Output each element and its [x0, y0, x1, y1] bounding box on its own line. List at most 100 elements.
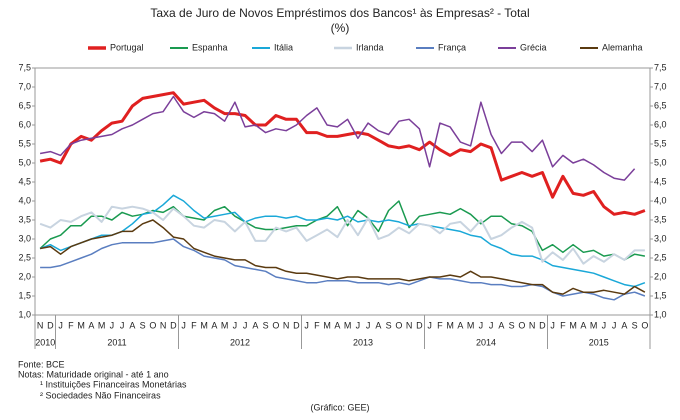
x-tick-label: D	[416, 320, 423, 330]
y2-tick-label: 7,5	[654, 62, 667, 72]
x-tick-label: A	[88, 320, 94, 330]
y-tick-label: 4,5	[18, 176, 31, 186]
x-tick-label: J	[366, 320, 371, 330]
x-tick-label: D	[170, 320, 177, 330]
y2-tick-label: 4,0	[654, 195, 667, 205]
year-label: 2012	[230, 337, 250, 347]
x-tick-label: S	[263, 320, 269, 330]
x-tick-label: A	[621, 320, 627, 330]
y-tick-label: 3,0	[18, 233, 31, 243]
x-tick-label: S	[386, 320, 392, 330]
legend-label: Portugal	[110, 42, 144, 52]
x-tick-label: J	[489, 320, 494, 330]
y2-tick-label: 1,5	[654, 290, 667, 300]
series-line	[39, 205, 645, 265]
y2-tick-label: 6,0	[654, 119, 667, 129]
x-tick-label: N	[529, 320, 536, 330]
x-tick-label: J	[120, 320, 125, 330]
x-tick-label: M	[467, 320, 475, 330]
x-tick-label: F	[68, 320, 74, 330]
x-tick-label: N	[160, 320, 167, 330]
y2-tick-label: 2,5	[654, 252, 667, 262]
x-tick-label: A	[498, 320, 504, 330]
series-line	[39, 95, 636, 181]
year-label: 2013	[353, 337, 373, 347]
chart-title: Taxa de Juro de Novos Empréstimos dos Ba…	[150, 6, 529, 20]
x-tick-label: J	[356, 320, 361, 330]
x-tick-label: M	[200, 320, 208, 330]
x-tick-label: J	[427, 320, 432, 330]
x-tick-label: D	[539, 320, 546, 330]
x-tick-label: J	[550, 320, 555, 330]
x-tick-label: S	[632, 320, 638, 330]
x-tick-label: J	[612, 320, 617, 330]
x-tick-label: M	[77, 320, 85, 330]
chart-subtitle: (%)	[331, 21, 350, 35]
series-line	[39, 91, 646, 216]
legend-label: Grécia	[520, 42, 547, 52]
legend-label: Itália	[274, 42, 293, 52]
series-line	[39, 219, 646, 295]
x-tick-label: N	[37, 320, 44, 330]
y-tick-label: 6,0	[18, 119, 31, 129]
y2-tick-label: 3,5	[654, 214, 667, 224]
series-line	[39, 194, 646, 288]
y-tick-label: 1,0	[18, 309, 31, 319]
y-tick-label: 7,0	[18, 81, 31, 91]
y2-tick-label: 1,0	[654, 309, 667, 319]
series-line	[40, 238, 646, 301]
x-tick-label: A	[129, 320, 135, 330]
y2-tick-label: 7,0	[654, 81, 667, 91]
note: ² Sociedades Não Financeiras	[40, 390, 161, 400]
y-tick-label: 1,5	[18, 290, 31, 300]
x-tick-label: J	[58, 320, 63, 330]
legend-label: Espanha	[192, 42, 228, 52]
note: Notas: Maturidade original - até 1 ano	[18, 369, 169, 379]
note: Fonte: BCE	[18, 359, 65, 369]
x-tick-label: D	[293, 320, 300, 330]
x-tick-label: A	[457, 320, 463, 330]
x-tick-label: O	[272, 320, 279, 330]
year-label: 2015	[589, 337, 609, 347]
year-label: 2011	[107, 337, 126, 347]
x-tick-label: J	[602, 320, 607, 330]
y2-tick-label: 5,5	[654, 138, 667, 148]
x-tick-label: A	[252, 320, 258, 330]
year-label: 2010	[35, 337, 55, 347]
x-tick-label: M	[569, 320, 577, 330]
x-tick-label: F	[437, 320, 443, 330]
y2-tick-label: 6,5	[654, 100, 667, 110]
y2-tick-label: 4,5	[654, 176, 667, 186]
x-tick-label: F	[191, 320, 197, 330]
x-tick-label: O	[395, 320, 402, 330]
x-tick-label: M	[344, 320, 352, 330]
x-tick-label: J	[304, 320, 309, 330]
note: ¹ Instituições Financeiras Monetárias	[40, 379, 187, 389]
x-tick-label: N	[406, 320, 413, 330]
x-tick-label: A	[375, 320, 381, 330]
y-tick-label: 5,5	[18, 138, 31, 148]
y2-tick-label: 3,0	[654, 233, 667, 243]
y-tick-label: 2,5	[18, 252, 31, 262]
y-tick-label: 7,5	[18, 62, 31, 72]
year-label: 2014	[476, 337, 496, 347]
y2-tick-label: 5,0	[654, 157, 667, 167]
x-tick-label: M	[221, 320, 229, 330]
x-tick-label: A	[334, 320, 340, 330]
legend-label: Irlanda	[356, 42, 384, 52]
x-tick-label: J	[479, 320, 484, 330]
x-tick-label: M	[323, 320, 331, 330]
x-tick-label: F	[560, 320, 566, 330]
plot-frame	[34, 67, 651, 316]
x-tick-label: F	[314, 320, 320, 330]
y-tick-label: 3,5	[18, 214, 31, 224]
x-tick-label: S	[140, 320, 146, 330]
legend-label: França	[438, 42, 466, 52]
x-tick-label: S	[509, 320, 515, 330]
y-tick-label: 2,0	[18, 271, 31, 281]
x-tick-label: O	[641, 320, 648, 330]
series-line	[39, 200, 646, 261]
x-tick-label: J	[110, 320, 115, 330]
x-tick-label: M	[98, 320, 106, 330]
